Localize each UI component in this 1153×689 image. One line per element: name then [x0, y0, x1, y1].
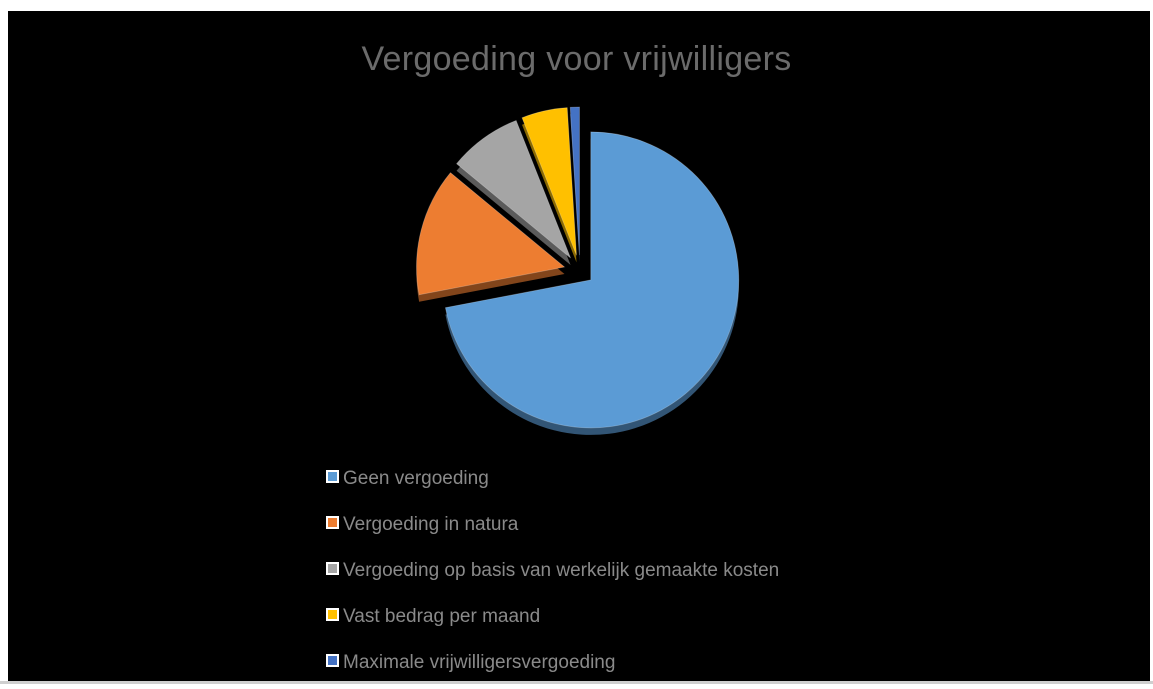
legend-label: Vergoeding op basis van werkelijk gemaak…: [343, 560, 780, 581]
pie-slice: [521, 107, 577, 256]
chart-title: Vergoeding voor vrijwilligers: [361, 40, 792, 78]
legend-swatch: [326, 561, 339, 575]
pie-slice: [444, 131, 740, 429]
legend-swatch: [326, 515, 339, 529]
legend-swatch: [326, 607, 339, 621]
legend-label: Geen vergoeding: [343, 468, 489, 489]
legend-item: Maximale vrijwilligersvergoeding: [326, 640, 779, 686]
pie-slice: [569, 106, 580, 256]
legend-item: Vergoeding in natura: [326, 502, 779, 548]
legend-label: Vergoeding in natura: [343, 514, 519, 535]
pie-slice: [416, 172, 566, 296]
legend-swatch: [326, 469, 339, 483]
legend-label: Maximale vrijwilligersvergoeding: [343, 652, 616, 673]
legend-item: Vast bedrag per maand: [326, 594, 779, 640]
pie-slice: [455, 119, 571, 259]
legend-swatch: [326, 653, 339, 667]
chart-legend: Geen vergoeding Vergoeding in natura Ver…: [326, 456, 779, 686]
bottom-divider: [0, 681, 1153, 684]
legend-item: Geen vergoeding: [326, 456, 779, 502]
legend-item: Vergoeding op basis van werkelijk gemaak…: [326, 548, 779, 594]
legend-label: Vast bedrag per maand: [343, 606, 541, 627]
